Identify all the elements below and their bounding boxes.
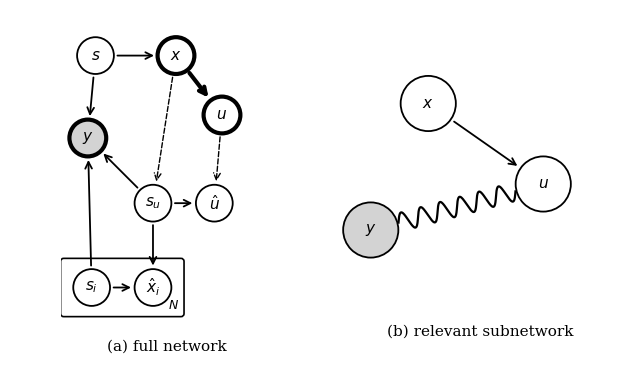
Text: $u$: $u$ <box>216 108 227 122</box>
Circle shape <box>69 120 106 156</box>
FancyBboxPatch shape <box>61 258 184 316</box>
Text: $s_i$: $s_i$ <box>85 280 98 296</box>
Text: $y$: $y$ <box>365 222 376 238</box>
Circle shape <box>73 269 110 306</box>
Text: $x$: $x$ <box>170 49 182 63</box>
Circle shape <box>343 202 398 258</box>
Circle shape <box>77 37 114 74</box>
Text: (a) full network: (a) full network <box>106 339 227 353</box>
Text: $s_u$: $s_u$ <box>145 195 161 211</box>
Text: $\hat{x}_i$: $\hat{x}_i$ <box>146 277 160 298</box>
Circle shape <box>196 185 233 222</box>
Text: (b) relevant subnetwork: (b) relevant subnetwork <box>387 325 573 339</box>
Circle shape <box>134 185 172 222</box>
Text: $s$: $s$ <box>91 49 100 63</box>
Text: $N$: $N$ <box>168 298 179 312</box>
Circle shape <box>204 97 241 134</box>
Text: $\hat{u}$: $\hat{u}$ <box>209 194 220 213</box>
Text: $u$: $u$ <box>538 177 548 191</box>
Circle shape <box>401 76 456 131</box>
Circle shape <box>516 156 571 212</box>
Circle shape <box>157 37 195 74</box>
Text: $y$: $y$ <box>82 130 93 146</box>
Circle shape <box>134 269 172 306</box>
Text: $x$: $x$ <box>422 96 434 111</box>
